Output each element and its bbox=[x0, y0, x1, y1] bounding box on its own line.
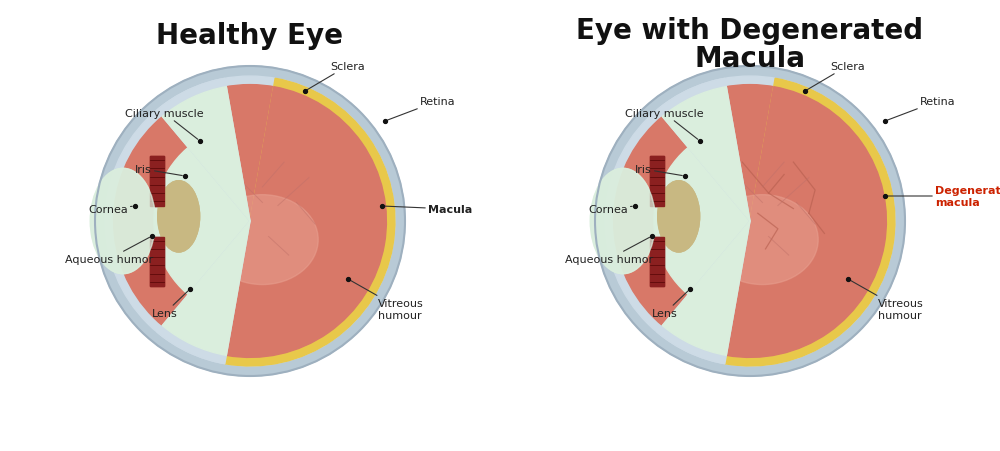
Text: Aqueous humor: Aqueous humor bbox=[565, 238, 653, 264]
Wedge shape bbox=[162, 87, 250, 221]
Bar bbox=[650, 237, 664, 286]
Text: Ciliary muscle: Ciliary muscle bbox=[625, 109, 704, 140]
Wedge shape bbox=[726, 87, 886, 358]
Wedge shape bbox=[162, 221, 250, 355]
Wedge shape bbox=[226, 87, 386, 358]
Bar bbox=[650, 156, 664, 206]
Wedge shape bbox=[657, 79, 750, 221]
Text: Vitreous
humour: Vitreous humour bbox=[850, 281, 924, 320]
Wedge shape bbox=[654, 134, 750, 308]
Text: Aqueous humor: Aqueous humor bbox=[65, 238, 153, 264]
Bar bbox=[150, 237, 164, 286]
Text: Ciliary muscle: Ciliary muscle bbox=[125, 109, 204, 140]
Circle shape bbox=[114, 85, 386, 358]
Circle shape bbox=[95, 67, 405, 376]
Ellipse shape bbox=[158, 181, 200, 253]
Text: Eye with Degenerated: Eye with Degenerated bbox=[576, 17, 924, 45]
Text: Macula: Macula bbox=[694, 45, 806, 73]
Bar bbox=[150, 237, 164, 286]
Text: Degenerated
macula: Degenerated macula bbox=[888, 186, 1000, 207]
Bar bbox=[650, 156, 664, 206]
Ellipse shape bbox=[90, 169, 155, 274]
Text: Lens: Lens bbox=[152, 291, 188, 318]
Circle shape bbox=[605, 77, 895, 366]
Ellipse shape bbox=[590, 169, 655, 274]
Ellipse shape bbox=[590, 169, 655, 274]
Ellipse shape bbox=[207, 195, 318, 285]
Circle shape bbox=[614, 85, 886, 358]
Text: Cornea: Cornea bbox=[88, 205, 132, 215]
Text: Sclera: Sclera bbox=[807, 62, 865, 90]
Bar bbox=[650, 237, 664, 286]
Text: Lens: Lens bbox=[652, 291, 688, 318]
Text: Retina: Retina bbox=[388, 97, 456, 121]
Bar bbox=[150, 156, 164, 206]
Text: Cornea: Cornea bbox=[588, 205, 632, 215]
Text: Vitreous
humour: Vitreous humour bbox=[350, 281, 424, 320]
Ellipse shape bbox=[658, 181, 700, 253]
Text: Iris: Iris bbox=[135, 165, 182, 176]
Wedge shape bbox=[157, 79, 250, 221]
Wedge shape bbox=[662, 221, 750, 355]
Wedge shape bbox=[225, 79, 395, 366]
Text: Sclera: Sclera bbox=[307, 62, 365, 90]
Text: Iris: Iris bbox=[635, 165, 682, 176]
Wedge shape bbox=[157, 221, 250, 364]
Wedge shape bbox=[725, 79, 895, 366]
Bar bbox=[150, 156, 164, 206]
Circle shape bbox=[595, 67, 905, 376]
Wedge shape bbox=[154, 134, 250, 308]
Circle shape bbox=[105, 77, 395, 366]
Ellipse shape bbox=[158, 181, 200, 253]
Text: Retina: Retina bbox=[888, 97, 956, 121]
Wedge shape bbox=[657, 221, 750, 364]
Ellipse shape bbox=[658, 181, 700, 253]
Ellipse shape bbox=[90, 169, 155, 274]
Wedge shape bbox=[662, 87, 750, 221]
Text: Macula: Macula bbox=[385, 205, 472, 215]
Ellipse shape bbox=[707, 195, 818, 285]
Text: Healthy Eye: Healthy Eye bbox=[156, 22, 344, 50]
